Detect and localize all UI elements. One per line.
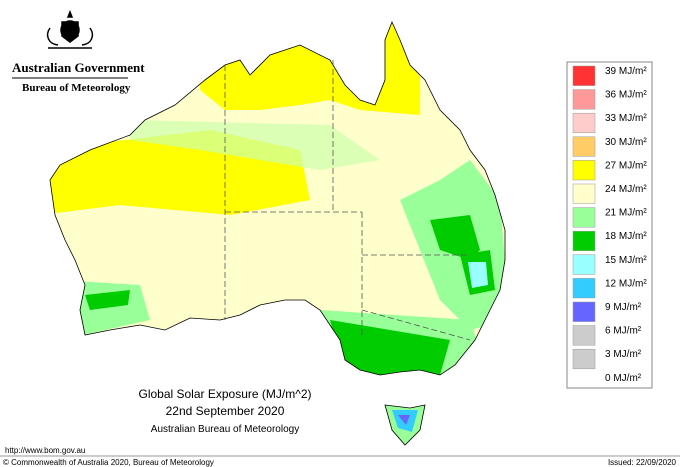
legend-label: 36 MJ/m² — [605, 90, 647, 101]
legend-label: 9 MJ/m² — [605, 302, 642, 313]
footer-copyright: © Commonwealth of Australia 2020, Bureau… — [3, 458, 214, 467]
map-source: Australian Bureau of Meteorology — [151, 424, 299, 435]
state-borders — [224, 60, 471, 341]
legend-label: 0 MJ/m² — [605, 373, 642, 384]
legend-label: 30 MJ/m² — [605, 137, 647, 148]
map-title: Global Solar Exposure (MJ/m^2) — [138, 387, 311, 401]
legend-label: 21 MJ/m² — [605, 208, 647, 219]
legend-label: 12 MJ/m² — [605, 278, 647, 289]
map-date: 22nd September 2020 — [166, 404, 285, 418]
footer-url: http://www.bom.gov.au — [5, 446, 85, 455]
legend-label: 3 MJ/m² — [605, 349, 642, 360]
legend-label: 6 MJ/m² — [605, 326, 642, 337]
legend-label: 27 MJ/m² — [605, 160, 647, 171]
legend-swatch — [572, 89, 596, 110]
legend-swatch — [572, 207, 596, 228]
legend-label: 33 MJ/m² — [605, 113, 647, 124]
legend-label: 39 MJ/m² — [605, 66, 647, 77]
legend-swatch — [572, 325, 596, 346]
legend-swatch — [572, 160, 596, 181]
footer-issued: Issued: 22/09/2020 — [608, 458, 677, 467]
legend-swatch — [572, 112, 596, 134]
legend-swatch — [572, 278, 596, 299]
tasmania — [384, 404, 426, 446]
legend-swatch — [572, 230, 596, 252]
agency-name: Bureau of Meteorology — [22, 82, 131, 94]
legend-label: 24 MJ/m² — [605, 184, 647, 195]
legend-swatch — [572, 183, 596, 204]
government-name: Australian Government — [12, 60, 145, 75]
legend-label: 18 MJ/m² — [605, 231, 647, 242]
legend-swatch — [572, 301, 596, 322]
legend: 39 MJ/m² 36 MJ/m² 33 MJ/m² 30 MJ/m² 27 MJ/m²… — [572, 65, 647, 384]
crest — [46, 9, 94, 49]
legend-swatch — [572, 348, 596, 370]
legend-swatch — [572, 136, 596, 157]
legend-label: 15 MJ/m² — [605, 255, 647, 266]
legend-swatch — [572, 254, 596, 275]
legend-swatch — [572, 65, 596, 86]
